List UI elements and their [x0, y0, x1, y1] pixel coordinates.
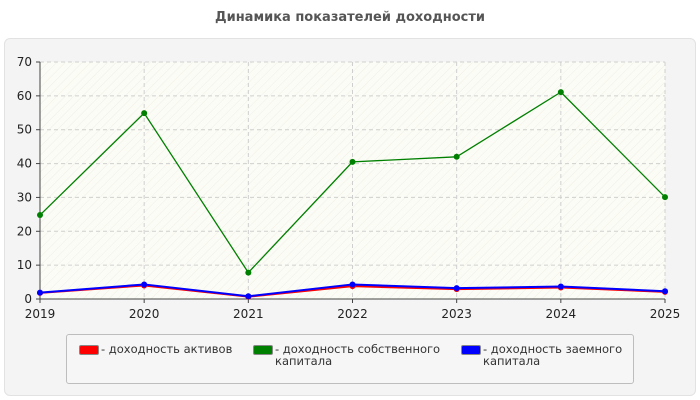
series-2-point	[245, 269, 252, 276]
legend-label: - доходность заемного капитала	[483, 342, 623, 368]
x-tick-label: 2022	[337, 307, 368, 321]
series-2-point	[141, 110, 148, 117]
series-2-point	[453, 153, 460, 160]
chart-title: Динамика показателей доходности	[215, 10, 485, 25]
legend-swatch	[79, 345, 99, 355]
y-tick-label: 30	[17, 190, 32, 204]
legend-swatch	[253, 345, 273, 355]
x-tick-label: 2019	[25, 307, 56, 321]
series-3-point	[662, 288, 668, 295]
y-tick-label: 70	[17, 55, 32, 69]
y-tick-label: 10	[17, 258, 32, 272]
series-2-point	[37, 212, 43, 219]
y-tick-label: 0	[24, 292, 32, 306]
series-3-point	[141, 281, 148, 288]
y-tick-label: 50	[17, 123, 32, 137]
legend-label: - доходность активов	[101, 342, 233, 356]
x-tick-label: 2025	[650, 307, 681, 321]
series-2-point	[557, 89, 564, 96]
x-tick-label: 2020	[129, 307, 160, 321]
series-3-point	[37, 289, 43, 296]
series-3-point	[557, 283, 564, 290]
y-tick-label: 20	[17, 224, 32, 238]
series-3-point	[245, 293, 252, 300]
chart-legend: - доходность активов - доходность собстве…	[66, 334, 634, 384]
x-tick-label: 2023	[441, 307, 472, 321]
series-3-point	[453, 285, 460, 292]
legend-label: - доходность собственного капитала	[275, 342, 441, 368]
x-tick-label: 2021	[233, 307, 264, 321]
series-2-point	[662, 194, 668, 201]
legend-swatch	[461, 345, 481, 355]
series-3-point	[349, 281, 356, 288]
y-tick-label: 60	[17, 89, 32, 103]
y-tick-label: 40	[17, 157, 32, 171]
series-2-point	[349, 158, 356, 165]
x-tick-label: 2024	[546, 307, 577, 321]
